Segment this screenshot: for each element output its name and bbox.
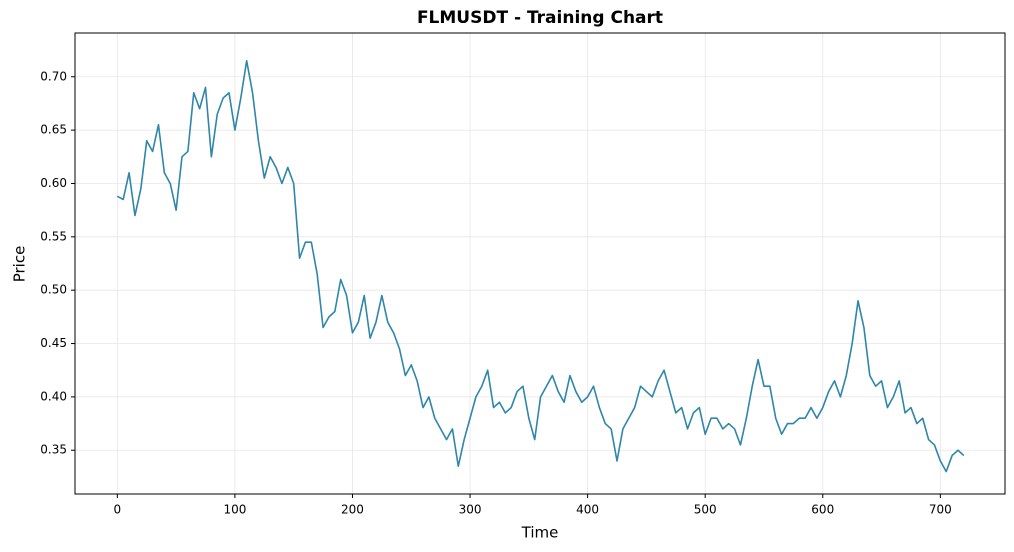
y-tick-label: 0.60: [40, 176, 67, 190]
x-axis-label: Time: [521, 524, 559, 542]
y-tick-label: 0.45: [40, 336, 67, 350]
y-tick-label: 0.40: [40, 389, 67, 403]
x-tick-label: 200: [341, 503, 364, 517]
y-axis-label: Price: [11, 246, 29, 283]
x-tick-label: 100: [223, 503, 246, 517]
price-line: [116, 59, 965, 473]
y-tick-label: 0.35: [40, 443, 67, 457]
y-tick-label: 0.50: [40, 283, 67, 297]
x-tick-label: 400: [576, 503, 599, 517]
x-tick-label: 600: [811, 503, 834, 517]
y-tick-label: 0.65: [40, 123, 67, 137]
x-tick-label: 700: [929, 503, 952, 517]
y-tick-label: 0.70: [40, 69, 67, 83]
chart-title: FLMUSDT - Training Chart: [417, 8, 663, 28]
x-tick-label: 300: [459, 503, 482, 517]
x-tick-label: 500: [694, 503, 717, 517]
plot-frame: [74, 32, 1006, 495]
x-tick-label: 0: [114, 503, 122, 517]
y-tick-label: 0.55: [40, 229, 67, 243]
